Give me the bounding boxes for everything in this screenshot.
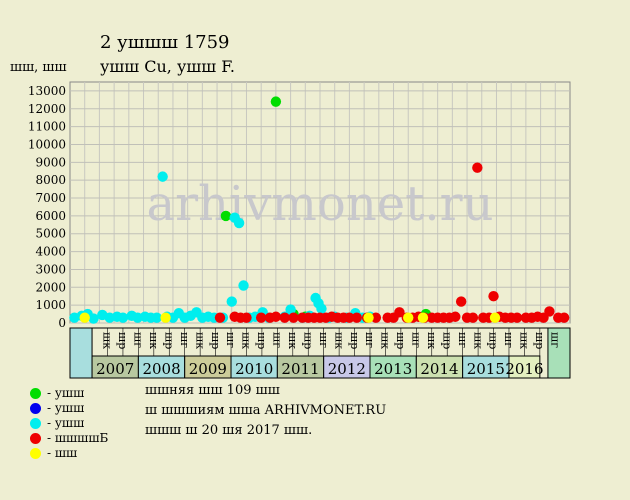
y-tick-label: 13000 [28, 84, 66, 98]
note-line: ш шшшиям шша ARHIVMONET.RU [145, 403, 387, 418]
data-point [285, 304, 296, 315]
data-point [344, 312, 355, 323]
data-point [511, 312, 523, 323]
data-point [241, 312, 252, 323]
legend-label: - ушш [47, 401, 85, 415]
y-tick-label: 5000 [35, 227, 66, 241]
legend-item: - шшшшБ [30, 431, 108, 445]
legend-marker [30, 402, 41, 414]
data-point [544, 306, 555, 317]
legend-marker [30, 417, 41, 429]
strip-lead [69, 327, 93, 379]
year-label: 2013 [374, 360, 412, 378]
data-point [558, 312, 570, 323]
data-point [255, 312, 267, 323]
y-tick-label: 10000 [28, 137, 66, 151]
legend-marker [30, 432, 41, 444]
data-point [157, 171, 168, 182]
note-line: шшняя шш 109 шш [145, 383, 280, 398]
legend-item: - ушш [30, 386, 84, 400]
y-tick-label: 11000 [28, 120, 66, 134]
data-point [270, 311, 282, 322]
y-tick-label: 0 [58, 316, 66, 330]
data-point [288, 312, 299, 323]
y-tick-label: 7000 [35, 191, 66, 205]
y-tick-label: 2000 [35, 280, 66, 294]
year-label: 2009 [189, 360, 227, 378]
strip-tail [547, 327, 571, 379]
y-tick-label: 4000 [35, 245, 66, 259]
data-point [233, 217, 245, 229]
data-point [214, 312, 226, 323]
year-label: 2008 [142, 360, 180, 378]
data-point [467, 312, 479, 323]
year-label: 2007 [96, 360, 134, 378]
quarter-label: шг [549, 332, 562, 348]
legend-marker [30, 447, 41, 459]
y-tick-label: 3000 [35, 262, 66, 276]
year-label: 2010 [235, 360, 273, 378]
data-point [316, 303, 327, 314]
legend-label: - ушш [47, 386, 85, 400]
data-point [394, 307, 405, 318]
chart-title: 2 ушшш 1759 [100, 32, 230, 53]
year-label: 2015 [467, 360, 505, 378]
data-point [450, 311, 461, 322]
y-tick-label: 6000 [35, 209, 66, 223]
data-point [363, 312, 374, 323]
data-point [151, 312, 162, 323]
legend-label: - шшшшБ [47, 431, 109, 445]
y-tick-label: 9000 [35, 155, 66, 169]
data-point [489, 312, 501, 323]
legend-marker [30, 387, 41, 399]
y-tick-label: 1000 [35, 298, 66, 312]
y-tick-label: 12000 [28, 102, 66, 116]
data-point [160, 312, 171, 323]
legend-label: - шш [47, 446, 78, 460]
data-point [117, 312, 129, 323]
year-label: 2011 [281, 360, 319, 378]
data-point [351, 312, 362, 323]
year-label: 2016 [505, 360, 543, 378]
data-point [88, 313, 99, 324]
y-tick-label: 8000 [35, 173, 66, 187]
legend-item: - шш [30, 446, 77, 460]
data-point [220, 210, 232, 222]
legend-item: - ушш [30, 416, 84, 430]
legend-item: - ушш [30, 401, 84, 415]
data-point [472, 162, 483, 173]
data-point [417, 312, 429, 323]
chart-subtitle: ушш Cu, ушш F. [100, 57, 235, 76]
legend-label: - ушш [47, 416, 85, 430]
data-point [455, 296, 467, 307]
data-point [370, 312, 382, 323]
data-point [270, 96, 282, 107]
note-line: шшш ш 20 шя 2017 шш. [145, 423, 313, 438]
y-axis-unit: шш, шш [10, 60, 67, 75]
data-point [403, 312, 414, 323]
watermark: arhivmonet.ru [146, 176, 493, 232]
data-point [238, 280, 249, 291]
year-label: 2012 [328, 360, 366, 378]
data-point [279, 312, 290, 323]
data-point [79, 312, 90, 323]
year-label: 2014 [420, 360, 458, 378]
data-point [488, 291, 499, 302]
data-point [226, 296, 237, 307]
